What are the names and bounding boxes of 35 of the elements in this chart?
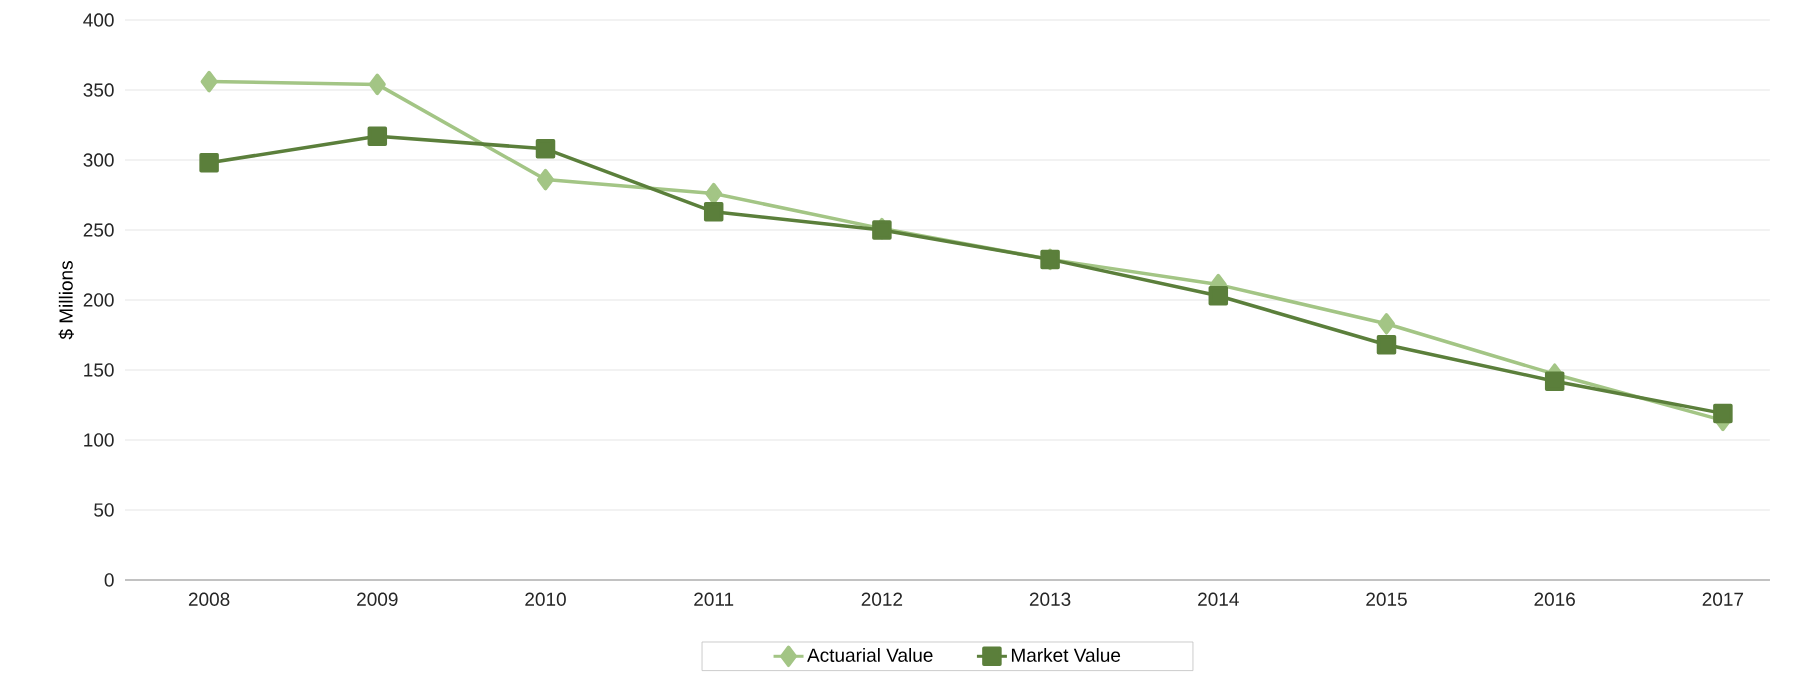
point: [703, 202, 724, 222]
y-tick-label: 400: [83, 13, 114, 27]
x-tick-label: 2009: [357, 592, 398, 606]
point: [199, 153, 219, 173]
y-tick-label: 50: [94, 503, 114, 517]
y-tick-label: 300: [83, 153, 114, 167]
legend-label: Market Value: [1011, 647, 1121, 662]
y-tick-label: 350: [83, 83, 114, 97]
point: [367, 126, 388, 146]
y-axis-title: $ Millions: [58, 261, 74, 340]
x-tick-label: 2011: [694, 592, 734, 606]
point: [705, 182, 723, 205]
point: [1713, 403, 1733, 424]
y-tick-label: 250: [83, 223, 114, 237]
point: [535, 139, 556, 159]
legend-label: Actuarial Value: [807, 647, 933, 662]
x-tick-label: 2013: [1029, 592, 1071, 606]
x-tick-label: 2008: [188, 592, 230, 606]
x-tick-label: 2016: [1534, 592, 1575, 606]
point: [537, 168, 554, 191]
x-tick-label: 2014: [1198, 592, 1239, 606]
x-tick-label: 2017: [1702, 592, 1744, 606]
x-tick-label: 2012: [861, 592, 903, 606]
point: [368, 73, 386, 96]
x-tick-label: 2015: [1366, 592, 1407, 606]
point: [1377, 313, 1395, 335]
point: [1544, 371, 1565, 391]
y-tick-label: 100: [84, 433, 114, 447]
x-tick-label: 2010: [525, 592, 566, 606]
y-tick-label: 0: [104, 573, 114, 587]
y-tick-label: 150: [84, 363, 114, 377]
point: [1208, 286, 1229, 306]
point: [200, 70, 218, 93]
point: [1376, 335, 1397, 355]
y-tick-label: 200: [83, 293, 114, 307]
